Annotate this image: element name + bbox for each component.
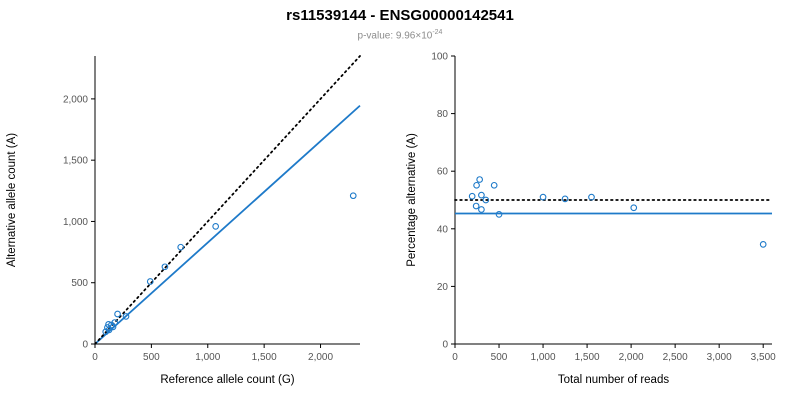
y-tick-label: 500 bbox=[71, 278, 88, 289]
x-tick-label: 500 bbox=[491, 352, 508, 363]
data-point bbox=[472, 202, 480, 210]
y-tick-label: 80 bbox=[437, 109, 449, 120]
x-tick-label: 1,000 bbox=[195, 352, 220, 363]
data-point bbox=[473, 181, 480, 189]
percentage-reads-chart: 0 500 1,000 1,500 2,000 2,500 3,000 3,500 0 20 40 6… bbox=[406, 52, 776, 387]
right-chart-box: 0 500 1,000 1,500 2,000 2,500 3,000 3,500 0 20 40 6… bbox=[400, 46, 800, 396]
y-tick-label: 0 bbox=[442, 340, 448, 351]
data-point bbox=[161, 263, 169, 271]
data-point bbox=[561, 195, 569, 203]
data-point bbox=[109, 323, 117, 331]
y-axis-title: Percentage alternative (A) bbox=[406, 133, 418, 267]
identity-line bbox=[94, 55, 361, 345]
x-tick-label: 0 bbox=[452, 352, 458, 363]
y-tick-label: 0 bbox=[82, 340, 88, 351]
y-tick-label: 60 bbox=[437, 167, 449, 178]
data-point bbox=[468, 192, 476, 200]
data-point bbox=[122, 313, 130, 320]
x-axis-title: Reference allele count (G) bbox=[160, 374, 294, 386]
p-value-base: 9.96×10 bbox=[395, 30, 433, 42]
data-point bbox=[759, 241, 767, 248]
x-tick-label: 2,000 bbox=[308, 352, 333, 363]
data-point bbox=[478, 206, 485, 213]
data-point bbox=[588, 193, 595, 201]
data-point bbox=[482, 196, 490, 204]
data-point bbox=[478, 191, 485, 199]
p-value-exponent: -24 bbox=[432, 29, 443, 36]
x-tick-label: 3,000 bbox=[707, 352, 732, 363]
y-tick-label: 2,000 bbox=[63, 94, 88, 105]
x-tick-label: 2,000 bbox=[619, 352, 644, 363]
data-point bbox=[630, 204, 638, 212]
left-chart-box: 0 500 1,000 1,500 2,000 0 500 1,000 1,500 2,000 Re… bbox=[0, 46, 400, 396]
data-point bbox=[495, 211, 503, 218]
x-tick-label: 1,500 bbox=[252, 352, 277, 363]
y-tick-label: 20 bbox=[437, 282, 449, 293]
y-tick-label: 40 bbox=[437, 224, 449, 235]
figure-header: rs11539144 - ENSG00000142541 p-value: 9.… bbox=[0, 0, 800, 46]
data-point bbox=[177, 243, 185, 251]
y-tick-label: 100 bbox=[431, 52, 448, 63]
data-point bbox=[539, 193, 547, 201]
y-tick-label: 1,000 bbox=[63, 217, 88, 228]
x-tick-label: 1,000 bbox=[531, 352, 556, 363]
p-value-prefix: p-value: bbox=[357, 30, 396, 42]
data-point bbox=[490, 181, 498, 189]
x-tick-label: 0 bbox=[92, 352, 98, 363]
x-axis-title: Total number of reads bbox=[558, 374, 669, 386]
y-axis-title: Alternative allele count (A) bbox=[6, 133, 18, 267]
y-tick-label: 1,500 bbox=[63, 156, 88, 167]
figure-title: rs11539144 - ENSG00000142541 bbox=[286, 7, 514, 24]
x-tick-label: 500 bbox=[143, 352, 160, 363]
fit-line bbox=[94, 104, 361, 345]
figure-subtitle: p-value: 9.96×10-24 bbox=[0, 26, 800, 42]
data-point bbox=[212, 222, 220, 230]
x-tick-label: 2,500 bbox=[663, 352, 688, 363]
data-point bbox=[146, 278, 154, 285]
x-tick-label: 3,500 bbox=[751, 352, 776, 363]
data-point bbox=[111, 319, 119, 326]
data-point bbox=[349, 192, 357, 200]
charts-row: 0 500 1,000 1,500 2,000 0 500 1,000 1,500 2,000 Re… bbox=[0, 46, 800, 396]
x-tick-label: 1,500 bbox=[575, 352, 600, 363]
data-point bbox=[476, 176, 484, 183]
data-point bbox=[102, 328, 110, 336]
allele-count-chart: 0 500 1,000 1,500 2,000 0 500 1,000 1,500 2,000 Re… bbox=[6, 55, 361, 386]
data-point bbox=[114, 310, 121, 318]
